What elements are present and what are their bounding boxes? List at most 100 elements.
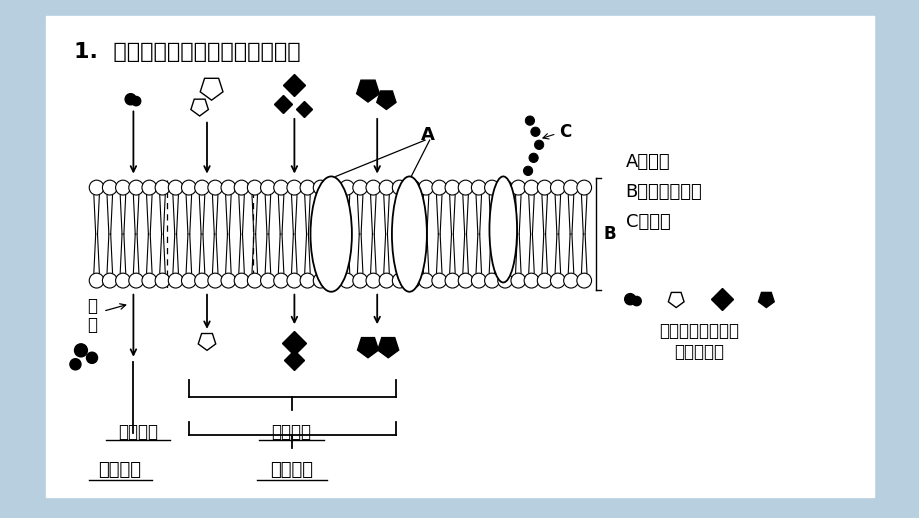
- Circle shape: [125, 94, 136, 105]
- Circle shape: [234, 273, 249, 288]
- Circle shape: [260, 180, 275, 195]
- Ellipse shape: [489, 177, 516, 282]
- Circle shape: [471, 180, 485, 195]
- Circle shape: [524, 180, 539, 195]
- Circle shape: [576, 273, 591, 288]
- Circle shape: [366, 273, 380, 288]
- Circle shape: [352, 273, 367, 288]
- Circle shape: [300, 180, 314, 195]
- Circle shape: [366, 180, 380, 195]
- Circle shape: [86, 352, 97, 363]
- Text: 被动运输: 被动运输: [270, 461, 312, 479]
- Circle shape: [129, 273, 143, 288]
- Circle shape: [576, 180, 591, 195]
- Ellipse shape: [311, 177, 352, 292]
- Circle shape: [471, 273, 485, 288]
- Circle shape: [195, 273, 210, 288]
- Circle shape: [208, 273, 222, 288]
- Circle shape: [300, 273, 314, 288]
- Circle shape: [524, 273, 539, 288]
- Circle shape: [208, 180, 222, 195]
- Circle shape: [274, 180, 289, 195]
- Circle shape: [431, 180, 446, 195]
- Circle shape: [234, 180, 249, 195]
- Circle shape: [445, 180, 460, 195]
- Circle shape: [339, 273, 354, 288]
- Circle shape: [260, 273, 275, 288]
- Circle shape: [537, 180, 551, 195]
- Circle shape: [131, 96, 141, 106]
- Circle shape: [563, 273, 578, 288]
- Text: 协助扩散: 协助扩散: [271, 423, 312, 441]
- Circle shape: [497, 273, 512, 288]
- Circle shape: [70, 358, 81, 370]
- Text: C: C: [559, 123, 571, 141]
- Text: B磷脂双分子层: B磷脂双分子层: [625, 183, 701, 201]
- Circle shape: [142, 273, 156, 288]
- Circle shape: [445, 273, 460, 288]
- Text: 量: 量: [87, 316, 96, 334]
- Circle shape: [418, 180, 433, 195]
- Circle shape: [497, 180, 512, 195]
- Circle shape: [89, 180, 104, 195]
- Text: 分别代表各种物质: 分别代表各种物质: [659, 322, 738, 340]
- Circle shape: [458, 180, 472, 195]
- Circle shape: [405, 180, 420, 195]
- Circle shape: [352, 180, 367, 195]
- Circle shape: [313, 273, 328, 288]
- Circle shape: [116, 180, 130, 195]
- Circle shape: [431, 273, 446, 288]
- Circle shape: [247, 180, 262, 195]
- Circle shape: [102, 180, 117, 195]
- Text: 分子或离子: 分子或离子: [674, 343, 723, 361]
- Circle shape: [313, 180, 328, 195]
- Text: B: B: [603, 225, 616, 243]
- Circle shape: [534, 140, 543, 150]
- Text: A蛋白质: A蛋白质: [625, 153, 670, 171]
- Circle shape: [247, 273, 262, 288]
- Text: 自由扩散: 自由扩散: [118, 423, 158, 441]
- Circle shape: [379, 180, 393, 195]
- Circle shape: [129, 180, 143, 195]
- Circle shape: [563, 180, 578, 195]
- Circle shape: [181, 180, 196, 195]
- Circle shape: [116, 273, 130, 288]
- Circle shape: [287, 180, 301, 195]
- Circle shape: [181, 273, 196, 288]
- Circle shape: [510, 180, 525, 195]
- Circle shape: [418, 273, 433, 288]
- Circle shape: [326, 273, 341, 288]
- Circle shape: [484, 273, 499, 288]
- Circle shape: [326, 180, 341, 195]
- Circle shape: [624, 294, 635, 305]
- Circle shape: [142, 180, 156, 195]
- Circle shape: [523, 166, 532, 176]
- Circle shape: [510, 273, 525, 288]
- Circle shape: [195, 180, 210, 195]
- Circle shape: [550, 180, 564, 195]
- Circle shape: [537, 273, 551, 288]
- Text: C多糖链: C多糖链: [625, 213, 670, 231]
- Circle shape: [274, 273, 289, 288]
- Text: 主动运输: 主动运输: [98, 461, 141, 479]
- Circle shape: [155, 180, 170, 195]
- Circle shape: [168, 273, 183, 288]
- Ellipse shape: [391, 177, 426, 292]
- Circle shape: [550, 273, 564, 288]
- Circle shape: [528, 153, 538, 163]
- Circle shape: [168, 180, 183, 195]
- Circle shape: [631, 296, 641, 306]
- Circle shape: [287, 273, 301, 288]
- Circle shape: [221, 273, 235, 288]
- Circle shape: [379, 273, 393, 288]
- Circle shape: [391, 273, 406, 288]
- Circle shape: [221, 180, 235, 195]
- Circle shape: [525, 116, 534, 125]
- Text: 1.  根据图解确定物质跨膜运输方式: 1. 根据图解确定物质跨膜运输方式: [74, 41, 300, 62]
- Circle shape: [102, 273, 117, 288]
- Circle shape: [89, 273, 104, 288]
- Circle shape: [458, 273, 472, 288]
- Text: 能: 能: [87, 297, 96, 315]
- Circle shape: [484, 180, 499, 195]
- Circle shape: [391, 180, 406, 195]
